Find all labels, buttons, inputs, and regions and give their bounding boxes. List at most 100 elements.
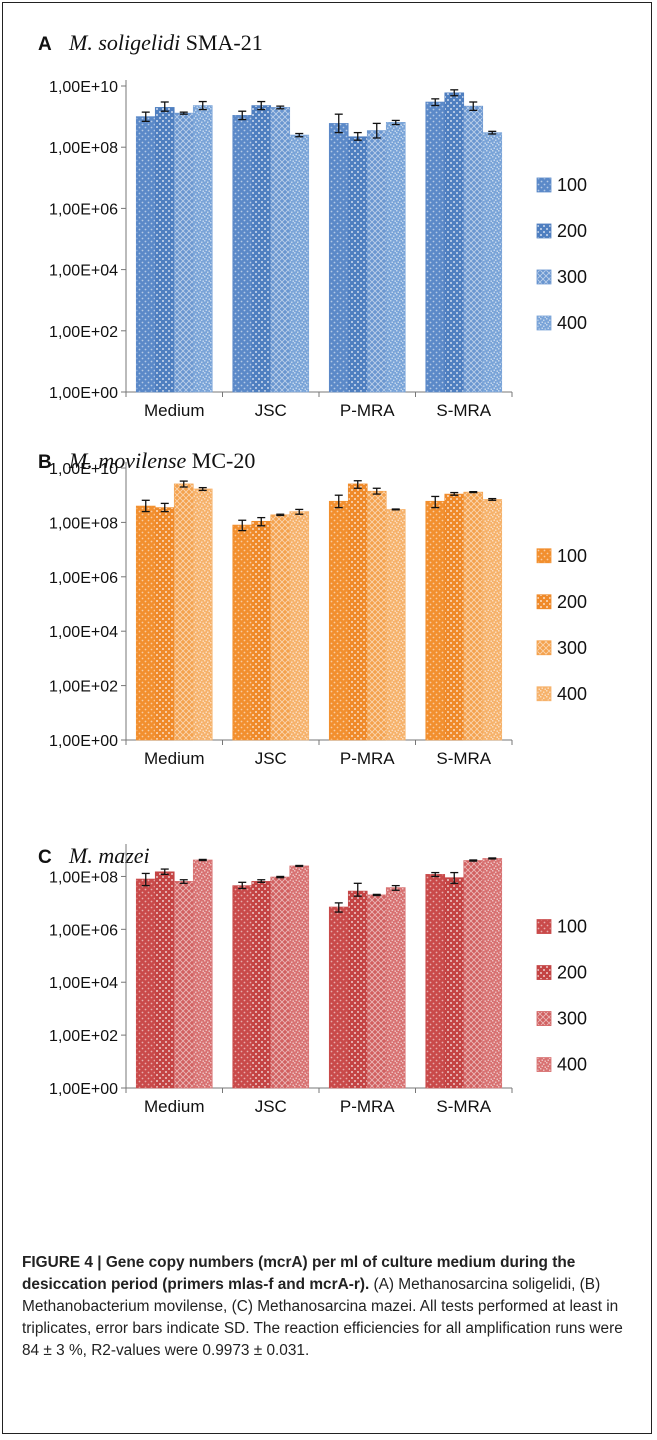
y-tick-label: 1,00E+02 xyxy=(49,679,118,696)
bar-b-300-jsc xyxy=(271,515,290,740)
bar-b-100-medium xyxy=(136,506,155,740)
y-tick-label: 1,00E+08 xyxy=(49,140,118,157)
bar-c-400-p-mra xyxy=(386,888,405,1088)
x-tick-label: S-MRA xyxy=(436,1097,491,1116)
bar-b-200-medium xyxy=(155,508,174,740)
legend-swatch xyxy=(537,920,551,934)
x-tick-label: P-MRA xyxy=(340,1097,395,1116)
bar-c-200-p-mra xyxy=(348,891,367,1088)
bar-c-300-s-mra xyxy=(464,861,483,1088)
legend-label: 300 xyxy=(557,638,587,658)
bar-b-400-jsc xyxy=(290,512,309,740)
bar-b-400-s-mra xyxy=(483,499,502,740)
legend-swatch xyxy=(537,687,551,701)
y-tick-label: 1,00E+04 xyxy=(49,263,118,280)
chart-panel-b: B M. movilense MC-20 1,00E+00 1,00E+02 1,00E… xyxy=(38,448,587,768)
legend-swatch xyxy=(537,1012,551,1026)
y-tick-label: 1,00E+06 xyxy=(49,922,118,939)
figure-charts: A M. soligelidi SMA-21 1,00E+00 1,00E+02 1,0… xyxy=(0,0,657,1240)
legend-swatch xyxy=(537,224,551,238)
figure-caption: FIGURE 4 | Gene copy numbers (mcrA) per … xyxy=(22,1252,632,1362)
panel-letter: C xyxy=(38,847,52,868)
y-tick-label: 1,00E+02 xyxy=(49,1028,118,1045)
chart-title: M. mazei xyxy=(68,843,150,868)
panel-letter: A xyxy=(38,34,52,55)
bar-c-200-jsc xyxy=(252,881,271,1088)
bar-a-200-s-mra xyxy=(445,93,464,392)
y-tick-label: 1,00E+06 xyxy=(49,570,118,587)
legend-swatch xyxy=(537,595,551,609)
legend-swatch xyxy=(537,966,551,980)
x-tick-label: S-MRA xyxy=(436,749,491,768)
chart-panel-c: C M. mazei 1,00E+00 1,00E+02 1,00E+04 1,00E+0… xyxy=(38,843,587,1116)
x-tick-label: Medium xyxy=(144,401,204,420)
x-tick-label: JSC xyxy=(255,1097,287,1116)
bar-b-200-p-mra xyxy=(348,484,367,740)
legend-swatch xyxy=(537,641,551,655)
bar-a-100-s-mra xyxy=(426,102,445,392)
bar-a-300-p-mra xyxy=(367,131,386,392)
y-tick-label: 1,00E+00 xyxy=(49,385,118,402)
x-tick-label: Medium xyxy=(144,1097,204,1116)
bar-a-300-s-mra xyxy=(464,106,483,392)
bar-b-100-p-mra xyxy=(329,501,348,740)
bar-b-100-jsc xyxy=(233,525,252,740)
legend-swatch xyxy=(537,1058,551,1072)
bar-c-200-s-mra xyxy=(445,878,464,1088)
y-tick-label: 1,00E+00 xyxy=(49,1081,118,1098)
x-tick-label: Medium xyxy=(144,749,204,768)
legend-swatch xyxy=(537,316,551,330)
legend-label: 100 xyxy=(557,917,587,937)
bar-b-200-jsc xyxy=(252,521,271,740)
x-tick-label: JSC xyxy=(255,401,287,420)
bar-b-200-s-mra xyxy=(445,494,464,740)
y-tick-label: 1,00E+06 xyxy=(49,201,118,218)
bar-c-300-medium xyxy=(174,881,193,1088)
chart-title: M. soligelidi SMA-21 xyxy=(68,30,263,55)
bar-c-200-medium xyxy=(155,872,174,1088)
y-tick-label: 1,00E+10 xyxy=(49,79,118,96)
legend-swatch xyxy=(537,549,551,563)
legend-label: 300 xyxy=(557,1009,587,1029)
y-tick-label: 1,00E+00 xyxy=(49,733,118,750)
x-tick-label: JSC xyxy=(255,749,287,768)
bar-b-100-s-mra xyxy=(426,501,445,740)
bar-b-300-medium xyxy=(174,484,193,740)
bar-c-100-jsc xyxy=(233,886,252,1088)
bar-a-300-jsc xyxy=(271,107,290,392)
legend-label: 400 xyxy=(557,684,587,704)
bar-b-300-s-mra xyxy=(464,492,483,740)
legend-label: 100 xyxy=(557,546,587,566)
legend-label: 300 xyxy=(557,267,587,287)
bar-a-400-medium xyxy=(193,106,212,392)
bar-a-200-p-mra xyxy=(348,137,367,392)
x-tick-label: P-MRA xyxy=(340,401,395,420)
bar-a-300-medium xyxy=(174,113,193,392)
y-tick-label: 1,00E+04 xyxy=(49,975,118,992)
bar-a-200-medium xyxy=(155,107,174,392)
legend-swatch xyxy=(537,178,551,192)
bar-c-400-medium xyxy=(193,860,212,1088)
legend-label: 200 xyxy=(557,221,587,241)
chart-panel-a: A M. soligelidi SMA-21 1,00E+00 1,00E+02 1,0… xyxy=(38,30,587,420)
x-tick-label: P-MRA xyxy=(340,749,395,768)
legend-label: 400 xyxy=(557,1055,587,1075)
bar-c-400-s-mra xyxy=(483,858,502,1088)
bar-a-100-p-mra xyxy=(329,123,348,392)
bar-a-400-p-mra xyxy=(386,122,405,392)
bar-c-100-s-mra xyxy=(426,874,445,1088)
bar-a-100-jsc xyxy=(233,115,252,392)
legend-label: 100 xyxy=(557,175,587,195)
legend-label: 200 xyxy=(557,592,587,612)
y-tick-label: 1,00E+10 xyxy=(49,461,118,478)
legend-label: 400 xyxy=(557,313,587,333)
bar-c-100-p-mra xyxy=(329,907,348,1088)
bar-a-400-s-mra xyxy=(483,133,502,392)
y-tick-label: 1,00E+04 xyxy=(49,624,118,641)
bar-c-400-jsc xyxy=(290,866,309,1088)
bar-b-300-p-mra xyxy=(367,491,386,740)
bar-b-400-p-mra xyxy=(386,509,405,740)
legend-swatch xyxy=(537,270,551,284)
bar-c-300-p-mra xyxy=(367,895,386,1088)
bar-c-100-medium xyxy=(136,879,155,1088)
